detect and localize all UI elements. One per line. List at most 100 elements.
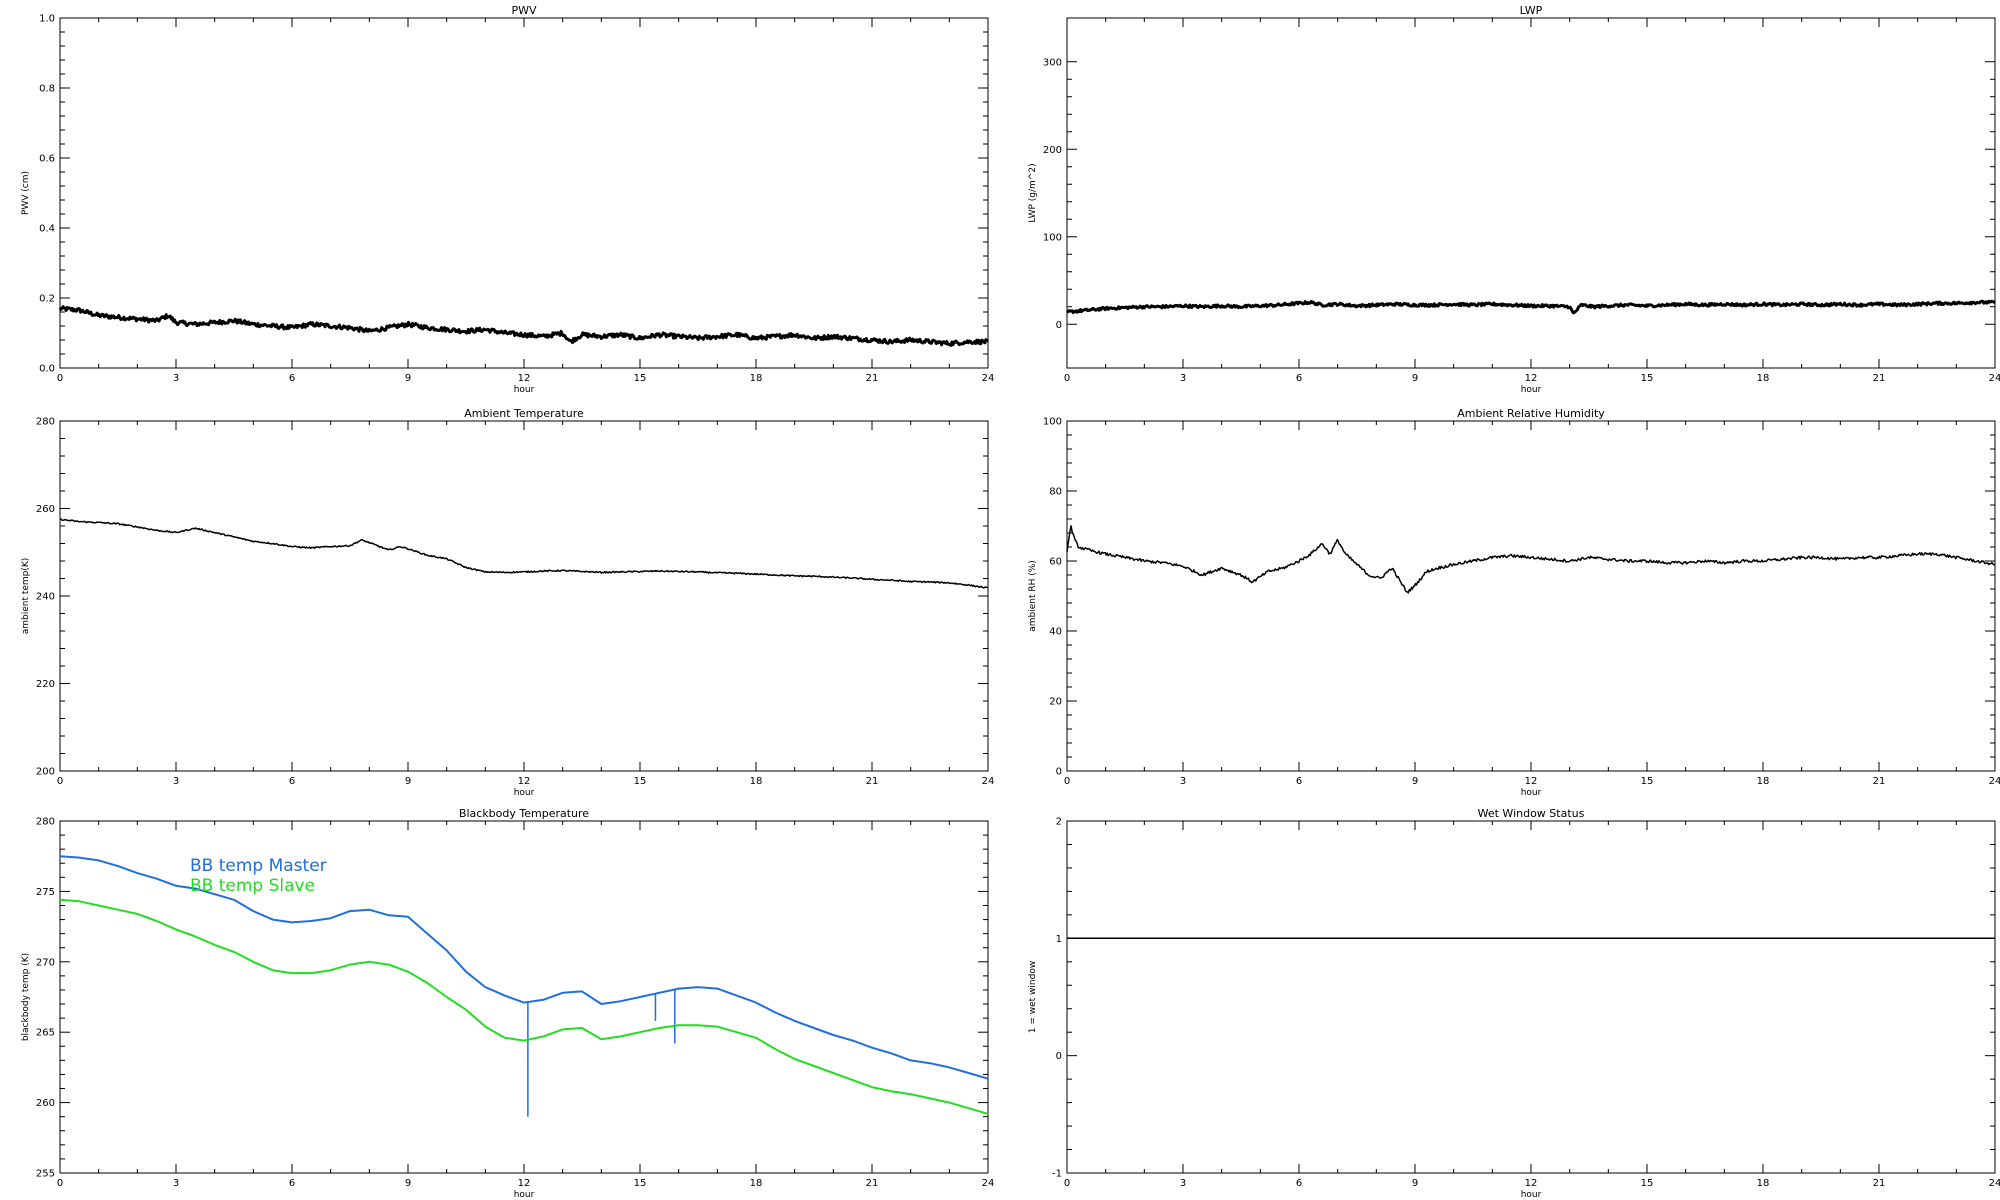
- x-tick-label: 6: [1296, 776, 1302, 787]
- legend-entry-1: BB temp Slave: [190, 876, 315, 896]
- y-tick-label: 20: [1049, 697, 1062, 708]
- x-tick-label: 3: [173, 776, 179, 787]
- y-tick-label: 80: [1049, 487, 1062, 498]
- y-tick-label: 300: [1043, 57, 1062, 68]
- x-tick-label: 0: [57, 373, 63, 384]
- chart-title: PWV: [511, 4, 537, 17]
- chart-title: Ambient Temperature: [464, 407, 584, 420]
- x-tick-label: 9: [1412, 373, 1418, 384]
- x-tick-label: 21: [1873, 373, 1886, 384]
- y-tick-label: 270: [36, 957, 55, 968]
- series-line-0: [59, 855, 989, 1080]
- x-tick-label: 9: [1412, 776, 1418, 787]
- y-tick-label: 200: [1043, 145, 1062, 156]
- x-tick-label: 3: [173, 1178, 179, 1189]
- plot-frame: [1066, 420, 1996, 772]
- y-tick-label: 100: [1043, 232, 1062, 243]
- x-tick-label: 12: [518, 1178, 531, 1189]
- x-tick-label: 6: [289, 776, 295, 787]
- y-tick-label: 265: [36, 1028, 55, 1039]
- x-tick-label: 12: [1525, 776, 1538, 787]
- x-tick-label: 0: [1064, 776, 1070, 787]
- x-tick-label: 21: [1873, 1178, 1886, 1189]
- x-tick-label: 0: [1064, 373, 1070, 384]
- chart-panel-4: Blackbody Temperature hour blackbody temp …: [21, 807, 994, 1200]
- x-tick-label: 21: [866, 1178, 879, 1189]
- chart-panel-1: LWP hour LWP (g/m^2) 0 3 6 9 12 15 18 21 24 0 100 200 3…: [1028, 4, 2000, 395]
- series-line-0: [58, 305, 989, 347]
- x-tick-label: 9: [405, 373, 411, 384]
- x-tick-label: 0: [57, 776, 63, 787]
- y-tick-label: 1: [1056, 934, 1062, 945]
- plot-frame: [1066, 820, 1996, 1174]
- series-line-1: [59, 898, 989, 1115]
- x-tick-label: 12: [518, 776, 531, 787]
- chart-title: Wet Window Status: [1478, 807, 1585, 820]
- chart-panel-0: PWV hour PWV (cm) 0 3 6 9 12 15 18 21 24 0.0 0.2 0.4 0.…: [21, 4, 994, 395]
- y-axis-label: LWP (g/m^2): [1028, 163, 1038, 222]
- y-tick-label: 280: [36, 817, 55, 828]
- x-tick-label: 15: [634, 1178, 647, 1189]
- legend-entry-0: BB temp Master: [190, 856, 327, 876]
- chart-panel-5: Wet Window Status hour 1 = wet window 0 3 6 9 1…: [1028, 807, 2000, 1200]
- x-axis-label: hour: [1521, 788, 1542, 798]
- series-line-0: [1065, 299, 1997, 315]
- x-tick-label: 0: [1064, 1178, 1070, 1189]
- x-tick-label: 6: [289, 373, 295, 384]
- y-tick-label: 0: [1056, 320, 1062, 331]
- x-axis-label: hour: [514, 788, 535, 798]
- x-tick-label: 12: [518, 373, 531, 384]
- x-tick-label: 12: [1525, 373, 1538, 384]
- y-axis-label: ambient temp(K): [21, 558, 31, 635]
- x-tick-label: 9: [1412, 1178, 1418, 1189]
- x-tick-label: 18: [750, 776, 763, 787]
- y-axis-label: 1 = wet window: [1028, 961, 1038, 1033]
- x-tick-label: 24: [1989, 373, 2000, 384]
- x-tick-label: 24: [1989, 776, 2000, 787]
- x-tick-label: 6: [1296, 373, 1302, 384]
- plot-frame: [59, 17, 989, 369]
- y-tick-label: 1.0: [39, 14, 55, 25]
- y-tick-label: 280: [36, 417, 55, 428]
- x-tick-label: 3: [1180, 373, 1186, 384]
- x-tick-label: 18: [1757, 1178, 1770, 1189]
- x-tick-label: 24: [982, 1178, 995, 1189]
- x-tick-label: 6: [289, 1178, 295, 1189]
- x-tick-label: 18: [750, 373, 763, 384]
- x-tick-label: 18: [1757, 776, 1770, 787]
- x-tick-label: 21: [866, 373, 879, 384]
- y-tick-label: 255: [36, 1169, 55, 1180]
- x-tick-label: 21: [1873, 776, 1886, 787]
- x-tick-label: 9: [405, 1178, 411, 1189]
- y-tick-label: 240: [36, 592, 55, 603]
- x-tick-label: 24: [1989, 1178, 2000, 1189]
- x-tick-label: 0: [57, 1178, 63, 1189]
- chart-title: LWP: [1520, 4, 1543, 17]
- y-axis-label: ambient RH (%): [1028, 560, 1038, 632]
- series-line-0: [1066, 525, 1996, 594]
- y-tick-label: 0.0: [39, 364, 55, 375]
- chart-panel-3: Ambient Relative Humidity hour ambient RH …: [1028, 407, 2000, 798]
- chart-title: Ambient Relative Humidity: [1457, 407, 1605, 420]
- chart-panel-2: Ambient Temperature hour ambient temp(K) 0 3…: [21, 407, 994, 798]
- y-tick-label: 2: [1056, 817, 1062, 828]
- x-tick-label: 3: [173, 373, 179, 384]
- y-tick-label: 0.8: [39, 84, 55, 95]
- x-tick-label: 15: [1641, 776, 1654, 787]
- x-tick-label: 15: [634, 776, 647, 787]
- y-tick-label: 40: [1049, 627, 1062, 638]
- x-tick-label: 21: [866, 776, 879, 787]
- x-tick-label: 3: [1180, 776, 1186, 787]
- x-axis-label: hour: [1521, 385, 1542, 395]
- x-tick-label: 18: [750, 1178, 763, 1189]
- x-axis-label: hour: [1521, 1190, 1542, 1200]
- y-tick-label: 0.4: [39, 224, 55, 235]
- x-tick-label: 24: [982, 373, 995, 384]
- x-tick-label: 3: [1180, 1178, 1186, 1189]
- x-tick-label: 18: [1757, 373, 1770, 384]
- x-tick-label: 6: [1296, 1178, 1302, 1189]
- y-tick-label: 60: [1049, 557, 1062, 568]
- y-tick-label: 0: [1056, 767, 1062, 778]
